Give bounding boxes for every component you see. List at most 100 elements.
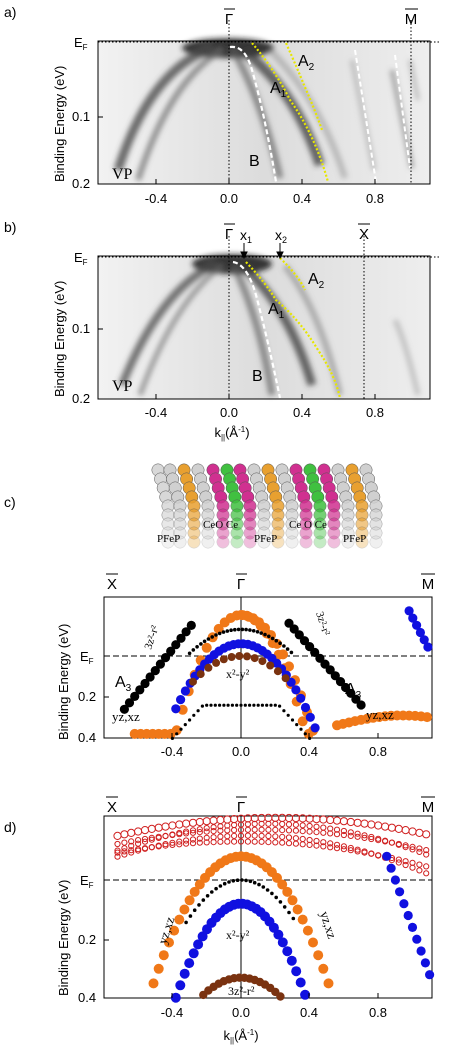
red-ring-point: [339, 817, 348, 826]
orange-point: [158, 950, 169, 961]
red-ring-point: [231, 827, 238, 834]
orange-point: [284, 661, 294, 672]
black-point: [166, 646, 176, 656]
small-black-point: [192, 713, 196, 717]
black-point: [119, 704, 129, 714]
orange-point: [308, 937, 318, 948]
small-black-point: [240, 627, 245, 632]
crystal-atom: [216, 526, 230, 540]
black-point: [150, 666, 160, 676]
small-black-point: [244, 878, 248, 883]
panel-a-band-b-dashed: [229, 45, 278, 183]
red-ring-point: [279, 820, 286, 828]
red-ring-point: [368, 850, 375, 857]
red-ring-point: [135, 846, 142, 853]
crystal-atom: [243, 526, 257, 540]
red-ring-point: [140, 826, 150, 835]
blue-point: [188, 948, 199, 959]
red-ring-point: [409, 859, 416, 866]
small-black-point: [188, 914, 193, 918]
red-ring-point: [313, 829, 320, 836]
blue-point: [300, 702, 311, 713]
blue-point: [170, 992, 181, 1003]
blue-point: [179, 968, 190, 979]
crystal-atom: [355, 526, 369, 540]
red-ring-point: [402, 861, 409, 869]
orange-point: [292, 904, 303, 915]
red-ring-point: [168, 821, 177, 830]
panel-d-ytick-1: 0.2: [78, 932, 96, 947]
red-ring-point: [423, 847, 430, 854]
crystal-atom: [216, 517, 230, 531]
panel-d-xtick-1: -0.4: [161, 1005, 183, 1020]
small-black-point: [299, 727, 303, 731]
red-ring-point: [264, 813, 273, 823]
panel-a-xaxis: -0.4 0.0 0.4 0.8: [145, 179, 384, 206]
small-black-point: [240, 878, 244, 882]
crystal-atom: [369, 526, 383, 540]
small-black-point: [192, 908, 197, 912]
red-ring-point: [182, 819, 191, 828]
red-ring-point: [121, 851, 128, 858]
small-black-point: [255, 630, 260, 634]
panel-a-sym-m: M: [405, 11, 418, 28]
red-ring-point: [113, 831, 122, 841]
red-ring-point: [306, 828, 313, 835]
red-ring-point: [257, 813, 266, 823]
crystal-atom: [173, 526, 187, 540]
red-ring-point: [265, 820, 272, 827]
brown-point: [273, 667, 282, 676]
panel-a-label-a2: A2: [298, 53, 315, 73]
blue-point: [412, 620, 422, 630]
small-black-point: [230, 703, 234, 707]
panel-d-orb-x2y2: x²-y²: [226, 928, 250, 942]
blue-point: [415, 627, 425, 638]
crystal-atom: [313, 526, 327, 540]
small-black-point: [265, 888, 270, 892]
crystal-atom: [327, 526, 341, 540]
small-black-point: [235, 703, 239, 707]
black-point: [181, 627, 191, 637]
small-black-point: [227, 880, 231, 884]
orange-point: [277, 879, 288, 890]
small-black-point: [251, 629, 256, 633]
panel-b-ytick-ef: EF: [74, 250, 88, 267]
red-ring-point: [313, 842, 320, 849]
red-ring-point: [340, 831, 347, 839]
panel-a-label-a1: A1: [270, 80, 287, 100]
red-ring-point: [217, 838, 224, 845]
red-ring-point: [237, 832, 245, 839]
blue-point: [310, 723, 320, 733]
small-black-point: [184, 920, 188, 925]
crystal-atom: [271, 517, 285, 531]
blue-point: [180, 686, 190, 696]
red-ring-point: [353, 818, 362, 827]
red-ring-point: [188, 818, 198, 827]
red-ring-point: [127, 828, 136, 838]
brown-point: [189, 677, 197, 686]
crystal-atom: [299, 535, 313, 549]
red-ring-point: [203, 828, 210, 835]
red-ring-point: [327, 830, 334, 837]
panel-b-band-a2-dotted: [279, 257, 306, 291]
panel-a-xtick-2: 0.0: [220, 191, 238, 206]
red-ring-point: [120, 830, 129, 839]
panel-b-ytick-2: 0.2: [72, 391, 90, 406]
brown-point: [196, 670, 205, 679]
red-ring-point: [128, 847, 135, 854]
panel-b-xtick-1: -0.4: [145, 405, 167, 420]
red-ring-point: [278, 813, 287, 823]
red-ring-point: [361, 832, 368, 839]
blue-point: [423, 642, 433, 652]
panel-d-ytick-2: 0.4: [78, 990, 96, 1005]
red-ring-point: [176, 841, 183, 848]
red-ring-point: [306, 841, 313, 849]
red-ring-point: [210, 828, 217, 835]
panel-a-frame: [97, 40, 431, 185]
red-ring-point: [244, 832, 251, 839]
blue-point: [390, 875, 400, 885]
red-ring-point: [333, 841, 341, 848]
small-black-point: [229, 628, 233, 632]
red-ring-point: [416, 867, 423, 874]
red-ring-point: [155, 833, 162, 840]
